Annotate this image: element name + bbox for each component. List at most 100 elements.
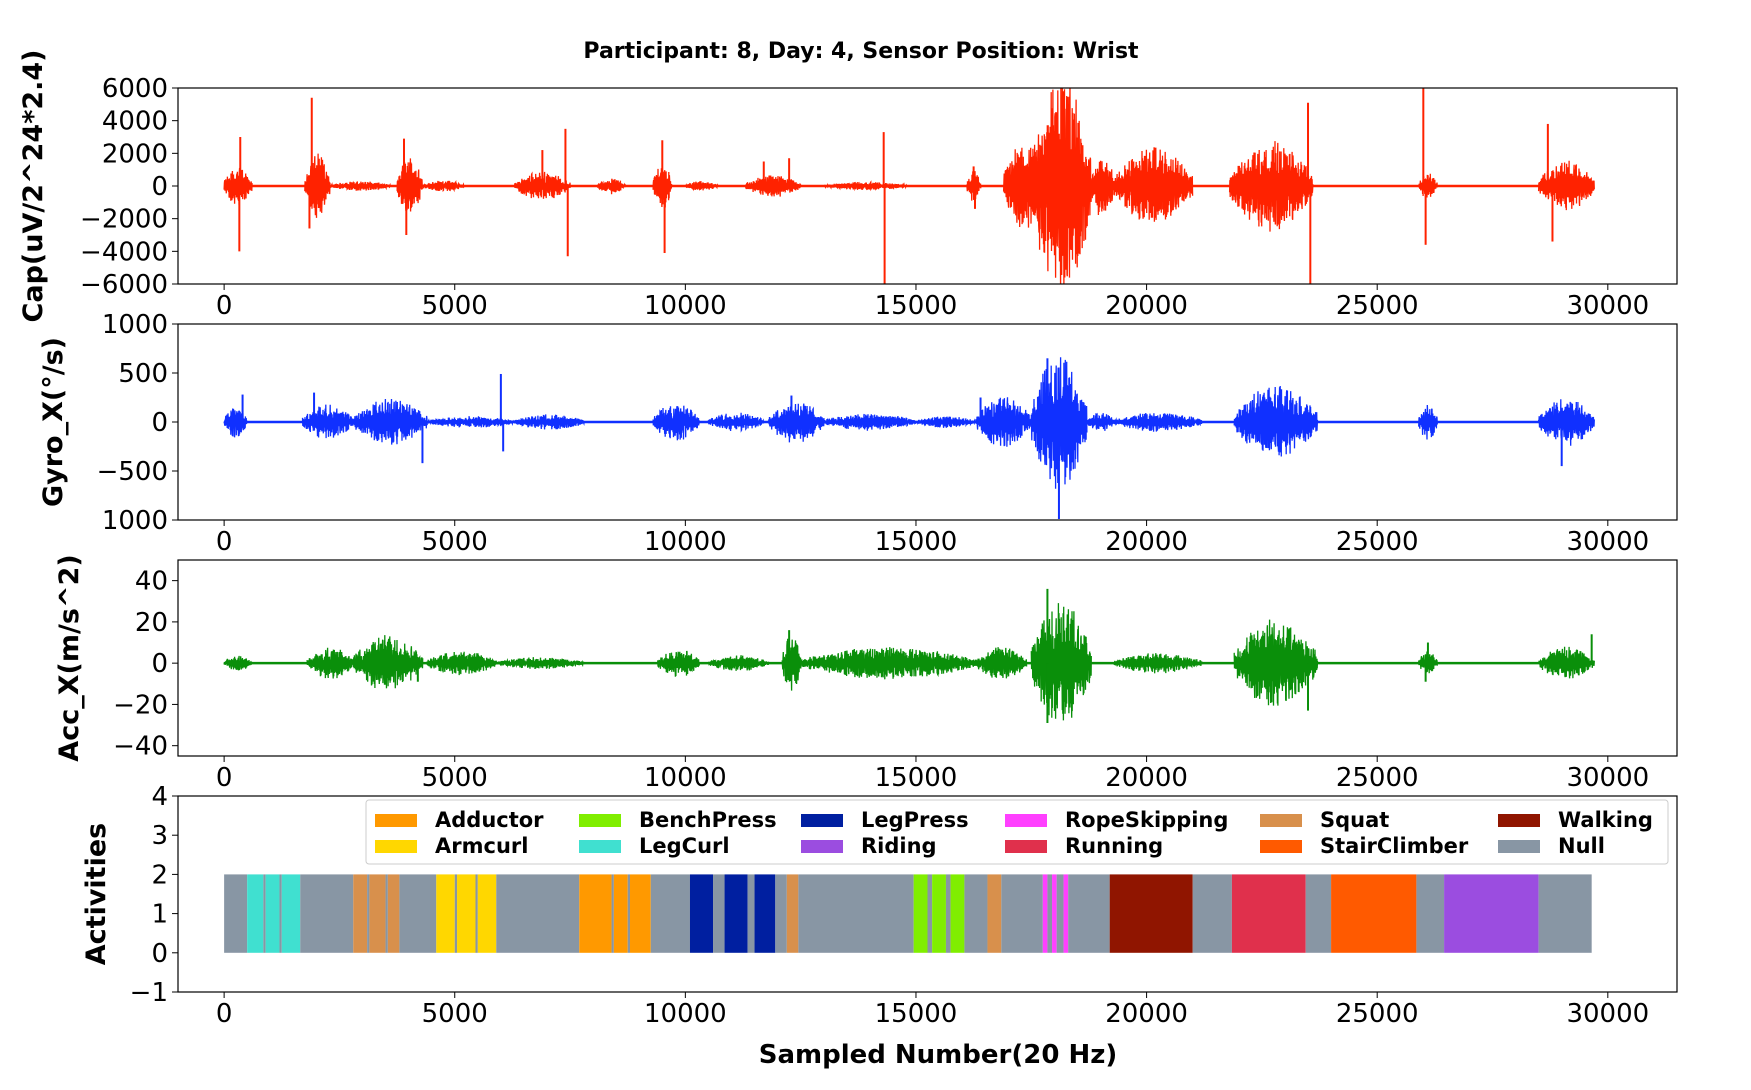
cap-burst [744, 175, 802, 197]
activity-bar [399, 874, 437, 953]
gyro-x-tick-label: 5000 [422, 527, 488, 557]
acc-y-ticks: 40 20 0 −20 −40 [113, 567, 178, 762]
gyro-y-tick-label: −500 [97, 457, 168, 487]
legend-label: Riding [861, 834, 937, 858]
gyro-burst [1113, 412, 1203, 432]
activities-x-tick-label: 30000 [1566, 999, 1649, 1029]
activity-bar [627, 874, 631, 953]
activity-bar [1042, 874, 1048, 953]
activity-bar [913, 874, 928, 953]
acc-y-tick-label: 0 [151, 649, 168, 679]
cap-burst [823, 180, 908, 192]
gyro-burst [975, 397, 1033, 447]
acc-y-tick-label: −20 [113, 690, 168, 720]
cap-x-tick-label: 5000 [422, 291, 488, 321]
gyro-y-tick-label: 1000 [102, 310, 168, 340]
legend-swatch [375, 814, 417, 827]
activity-bar [263, 874, 266, 953]
legend-label: BenchPress [639, 808, 777, 832]
activities-y-tick-label: 1 [151, 900, 168, 930]
activity-bar [1416, 874, 1445, 953]
gyro-x-tick-label: 0 [216, 527, 233, 557]
legend-swatch [801, 814, 843, 827]
activity-bar [281, 874, 301, 953]
acc-x-tick-label: 20000 [1105, 763, 1188, 793]
activity-bar [747, 874, 755, 953]
legend-swatch [801, 840, 843, 853]
acc-burst [223, 655, 253, 671]
cap-burst [597, 178, 627, 195]
activity-bar [1231, 874, 1306, 953]
activities-panel: 0 5000 10000 15000 20000 25000 30000 4 3 2 1 0 −1 A… [81, 782, 1678, 1029]
activities-x-tick-label: 5000 [422, 999, 488, 1029]
activity-bar [987, 874, 1002, 953]
activity-bar [454, 874, 458, 953]
activity-bar [496, 874, 580, 953]
activity-bar [1068, 874, 1110, 953]
activity-bar [932, 874, 946, 953]
cap-x-tick-label: 10000 [644, 291, 727, 321]
activity-bar [713, 874, 725, 953]
activity-bar [1538, 874, 1592, 953]
cap-y-tick-label: −2000 [80, 205, 168, 235]
cap-burst [1418, 173, 1438, 198]
activities-x-tick-label: 15000 [875, 999, 958, 1029]
acc-burst [657, 650, 701, 677]
acc-burst [1113, 653, 1203, 674]
activity-bar [1056, 874, 1064, 953]
activities-axes-frame [177, 795, 1678, 993]
activity-bar [475, 874, 478, 953]
activity-bar [1444, 874, 1539, 953]
activity-bar [650, 874, 690, 953]
activity-bar [1305, 874, 1332, 953]
activity-bar [247, 874, 264, 953]
acc-burst [781, 638, 802, 691]
activity-bar [950, 874, 965, 953]
cap-burst [421, 179, 465, 193]
gyro-y-ticks: 1000 500 0 −500 1000 [97, 310, 178, 536]
activity-bar [945, 874, 951, 953]
legend-label: Squat [1320, 808, 1389, 832]
acc-burst [352, 635, 424, 689]
cap-burst [1228, 141, 1314, 232]
cap-x-tick-label: 25000 [1336, 291, 1419, 321]
activity-bar [1109, 874, 1193, 953]
gyro-panel: 0 5000 10000 15000 20000 25000 30000 10005000−… [38, 310, 1678, 557]
activities-x-tick-label: 20000 [1105, 999, 1188, 1029]
activity-bar [457, 874, 476, 953]
gyro-x-tick-label: 25000 [1336, 527, 1419, 557]
activity-bar [265, 874, 280, 953]
cap-y-tick-label: −6000 [80, 270, 168, 300]
cap-x-tick-label: 30000 [1566, 291, 1649, 321]
legend-label: Armcurl [435, 834, 528, 858]
activities-y-ticks: 4 3 2 1 0 −1 [130, 782, 178, 1008]
activity-bar [579, 874, 612, 953]
activity-bar [279, 874, 282, 953]
activity-bar [1047, 874, 1053, 953]
cap-burst [1090, 160, 1115, 216]
cap-x-ticks: 0 5000 10000 15000 20000 25000 30000 [216, 284, 1649, 321]
cap-burst [966, 171, 982, 201]
gyro-y-tick-label: 0 [151, 408, 168, 438]
acc-burst [1030, 603, 1092, 721]
activity-bar [1063, 874, 1069, 953]
cap-x-tick-label: 20000 [1105, 291, 1188, 321]
cap-y-tick-label: 4000 [102, 107, 168, 137]
activity-bar [611, 874, 614, 953]
legend-label: Walking [1558, 808, 1653, 832]
gyro-burst [301, 404, 354, 439]
acc-burst [1537, 646, 1595, 679]
figure-title: Participant: 8, Day: 4, Sensor Position:… [583, 39, 1139, 64]
acc-y-tick-label: 20 [135, 608, 168, 638]
gyro-burst [652, 405, 700, 441]
activity-bar [436, 874, 455, 953]
activities-x-ticks: 0 5000 10000 15000 20000 25000 30000 [216, 992, 1649, 1029]
legend-label: Adductor [435, 808, 544, 832]
legend-label: StairClimber [1320, 834, 1469, 858]
acc-axes-frame [177, 559, 1678, 757]
gyro-y-axis-label: Gyro_X(°/s) [38, 337, 69, 507]
activity-bar [964, 874, 988, 953]
activities-y-tick-label: 3 [151, 821, 168, 851]
activity-bar [775, 874, 787, 953]
